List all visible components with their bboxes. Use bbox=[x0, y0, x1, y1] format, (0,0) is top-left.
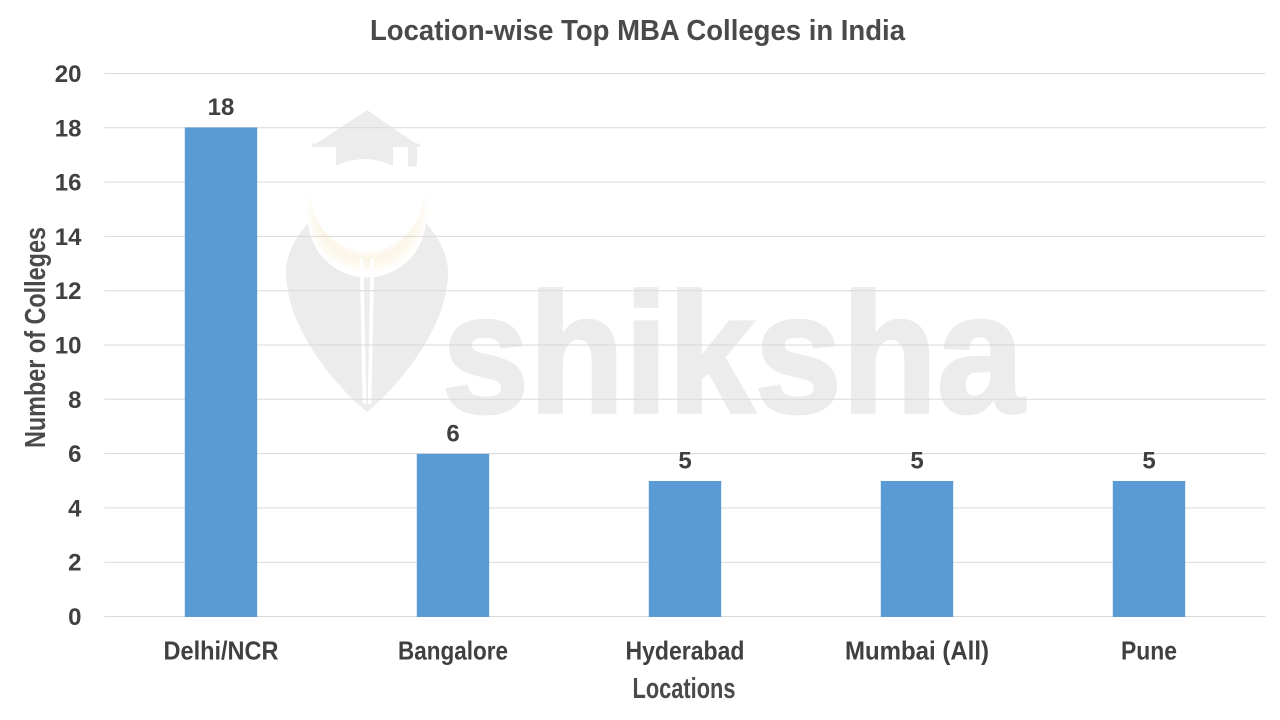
svg-text:16: 16 bbox=[55, 170, 82, 197]
svg-text:18: 18 bbox=[208, 94, 235, 121]
svg-text:Hyderabad: Hyderabad bbox=[626, 636, 745, 666]
svg-text:Pune: Pune bbox=[1121, 636, 1177, 666]
svg-text:5: 5 bbox=[1142, 448, 1155, 475]
svg-text:10: 10 bbox=[55, 333, 82, 360]
svg-text:18: 18 bbox=[55, 115, 82, 142]
svg-text:Mumbai (All): Mumbai (All) bbox=[845, 636, 989, 666]
svg-text:20: 20 bbox=[55, 61, 82, 88]
svg-text:Delhi/NCR: Delhi/NCR bbox=[164, 636, 279, 666]
svg-text:8: 8 bbox=[68, 387, 81, 414]
svg-text:5: 5 bbox=[678, 448, 691, 475]
svg-text:6: 6 bbox=[446, 420, 459, 447]
svg-text:4: 4 bbox=[68, 495, 82, 522]
svg-text:Location-wise Top MBA Colleges: Location-wise Top MBA Colleges in India bbox=[370, 15, 906, 47]
svg-text:Locations: Locations bbox=[633, 673, 736, 705]
svg-text:12: 12 bbox=[55, 278, 82, 305]
svg-text:Number of Colleges: Number of Colleges bbox=[20, 227, 52, 448]
svg-text:6: 6 bbox=[68, 441, 81, 468]
svg-text:0: 0 bbox=[68, 604, 81, 631]
svg-text:shiksha: shiksha bbox=[442, 259, 1025, 449]
svg-text:5: 5 bbox=[910, 448, 923, 475]
svg-text:14: 14 bbox=[55, 224, 82, 251]
svg-text:2: 2 bbox=[68, 550, 81, 577]
svg-text:Bangalore: Bangalore bbox=[398, 636, 508, 666]
